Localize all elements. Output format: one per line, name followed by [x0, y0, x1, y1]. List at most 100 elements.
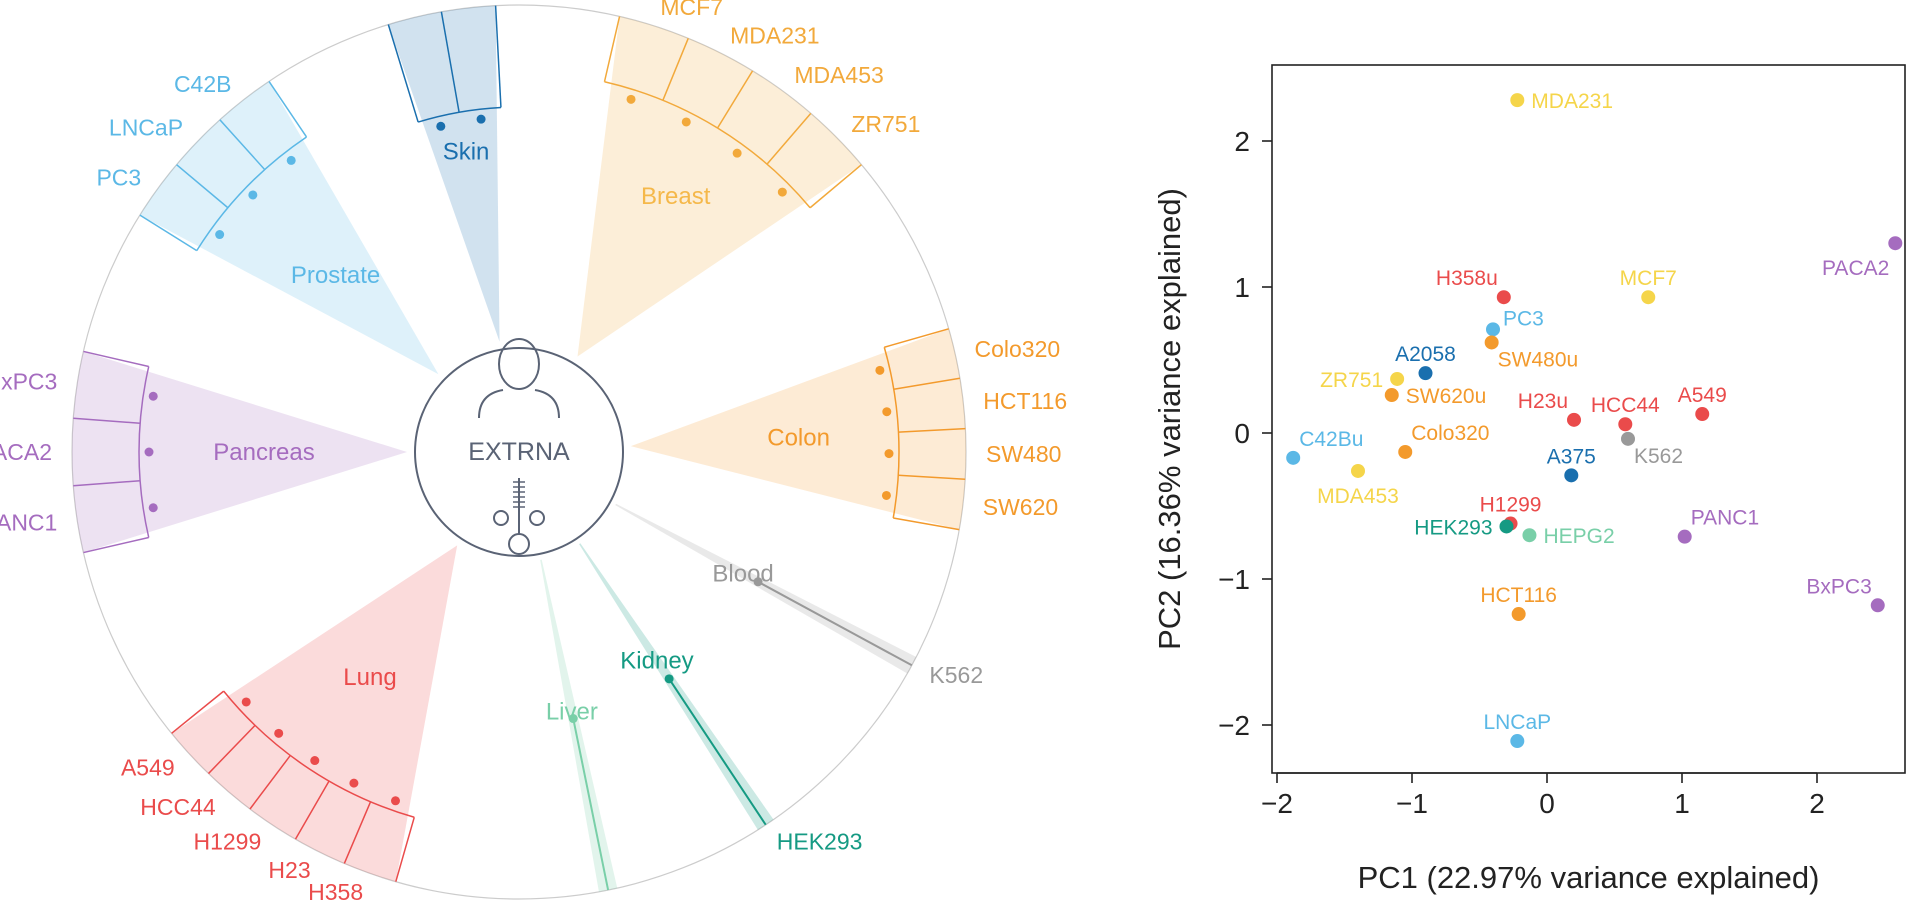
cell-line-label: PC3 — [96, 165, 141, 191]
point-marker — [1888, 236, 1903, 251]
x-tick-label: 0 — [1539, 788, 1555, 819]
outer-ring — [71, 4, 967, 900]
leaf-line — [73, 479, 141, 487]
cell-line-label: H23 — [268, 857, 310, 883]
tissue-label: Kidney — [620, 647, 693, 674]
point-label: PANC1 — [1691, 507, 1759, 530]
point-label: MCF7 — [1620, 267, 1677, 290]
leaf-line — [207, 724, 256, 775]
cell-line-label: A2058 — [377, 0, 444, 3]
point-label: Colo320 — [1411, 422, 1489, 445]
data-point: Colo320 — [1398, 422, 1489, 459]
y-tick-label: 1 — [1234, 272, 1250, 303]
rna-icon — [493, 478, 545, 555]
branch-node — [148, 503, 158, 513]
tissue-breast: Breast MCF7 MDA231 MDA453 ZR751 — [577, 0, 920, 357]
y-tick-label: −2 — [1218, 710, 1250, 741]
point-label: PC3 — [1503, 307, 1544, 330]
tissue-blood: Blood K562 — [615, 503, 983, 688]
cell-line-label: LNCaP — [109, 115, 183, 141]
branch-node — [568, 714, 578, 724]
tissue-sector — [171, 545, 458, 882]
tissue-sector — [540, 559, 618, 892]
tissue-label: Liver — [546, 699, 598, 726]
point-marker — [1564, 468, 1579, 483]
data-point: SW480u — [1484, 335, 1578, 371]
point-marker — [1695, 407, 1710, 422]
branch-node — [144, 447, 154, 457]
point-marker — [1486, 322, 1500, 337]
branch-node — [476, 114, 486, 124]
data-point: H358u — [1436, 267, 1511, 305]
x-tick-label: 2 — [1809, 788, 1825, 819]
tissue-sector — [579, 543, 774, 830]
data-point: HCC44 — [1591, 394, 1660, 432]
data-point: A549 — [1678, 384, 1727, 422]
data-point: PACA2 — [1822, 236, 1903, 280]
branch-node — [732, 148, 742, 158]
cell-line-label: H358 — [308, 879, 363, 905]
data-point: LNCaP — [1483, 711, 1551, 749]
branch-node — [664, 674, 674, 684]
y-tick-label: 0 — [1234, 418, 1250, 449]
leaf-line — [83, 536, 149, 554]
point-marker — [1870, 598, 1885, 613]
branch-node — [148, 391, 158, 401]
tissue-sector — [630, 328, 967, 530]
branch-node — [215, 230, 225, 240]
x-tick-label: −1 — [1396, 788, 1428, 819]
x-tick-label: 1 — [1674, 788, 1690, 819]
rna-loop — [493, 510, 509, 526]
point-label: HCC44 — [1591, 394, 1660, 417]
leaf-line — [171, 690, 225, 734]
x-axis-label: PC1 (22.97% variance explained) — [1358, 860, 1820, 895]
branch-node — [248, 190, 258, 200]
cell-line-label: SW620 — [983, 494, 1058, 520]
cell-line-label: MCF7 — [660, 0, 723, 20]
tissue-sector — [139, 81, 439, 375]
branch-line — [757, 580, 913, 667]
center-circle — [414, 347, 624, 557]
point-label: SW620u — [1406, 385, 1487, 408]
point-label: ZR751 — [1320, 369, 1383, 392]
leaf-line — [83, 350, 149, 368]
point-marker — [1618, 417, 1633, 432]
x-tick-label: −2 — [1261, 788, 1293, 819]
point-marker — [1351, 463, 1365, 478]
branch-node — [349, 778, 359, 788]
tissue-label: Pancreas — [213, 439, 314, 466]
tissue-prostate: Prostate PC3 LNCaP C42B — [96, 71, 439, 375]
point-label: HEPG2 — [1543, 525, 1614, 548]
data-point: MCF7 — [1620, 267, 1677, 305]
center-label: EXTRNA — [468, 438, 570, 466]
tissue-skin: SkinA2058A375 — [377, 0, 502, 342]
person-head — [498, 338, 540, 390]
leaf-line — [809, 164, 862, 209]
leaf-line — [73, 417, 141, 425]
branch-node — [884, 449, 894, 459]
point-marker — [1522, 528, 1537, 543]
data-point: PC3 — [1486, 307, 1544, 337]
tissue-label: Prostate — [291, 262, 380, 289]
leaf-line — [893, 517, 960, 531]
tissue-sector — [71, 351, 407, 553]
data-point: MDA453 — [1317, 463, 1399, 508]
leaf-line — [716, 70, 754, 129]
point-marker — [1390, 371, 1405, 386]
tissue-tree-diagram: SkinA2058A375 BreastMCF7MDA231MDA453ZR751… — [0, 0, 1067, 912]
leaf-line — [395, 817, 415, 882]
plot-frame — [1271, 64, 1906, 774]
cell-line-label: H1299 — [193, 828, 261, 854]
point-label: MDA231 — [1531, 90, 1613, 113]
point-marker — [1384, 388, 1399, 403]
point-marker — [1510, 734, 1525, 749]
leaf-line — [893, 377, 960, 391]
cell-line-label: HEPG2 — [573, 909, 651, 912]
tissue-colon: Colon Colo320 HCT116 SW480 SW620 — [630, 328, 1067, 531]
cell-line-label: BxPC3 — [0, 369, 57, 395]
rna-loop — [529, 510, 545, 526]
branch-node — [681, 117, 691, 127]
branch-node — [274, 728, 284, 738]
branch-node — [875, 365, 885, 375]
